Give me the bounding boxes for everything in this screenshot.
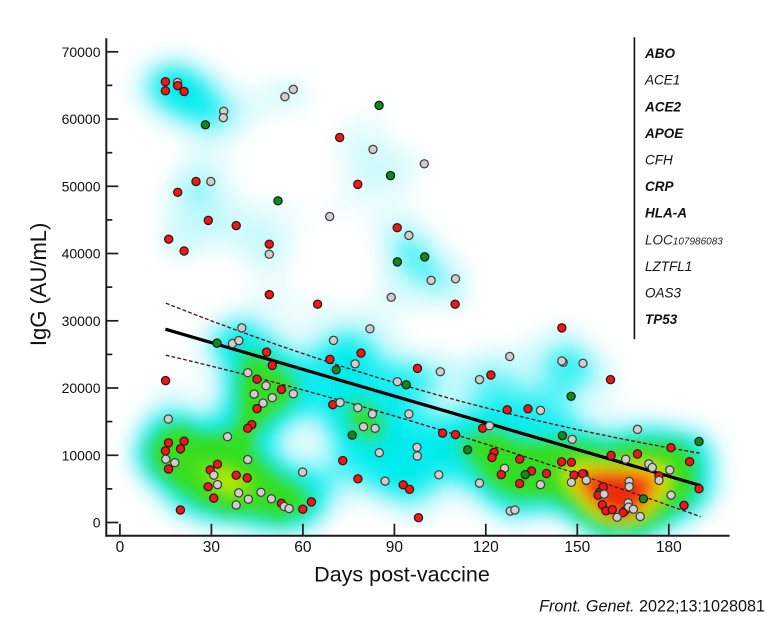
svg-text:20000: 20000 (62, 380, 101, 396)
svg-text:120: 120 (473, 539, 499, 556)
svg-text:180: 180 (656, 539, 682, 556)
svg-text:50000: 50000 (62, 178, 101, 194)
svg-text:Days post-vaccine: Days post-vaccine (314, 563, 490, 587)
svg-text:70000: 70000 (62, 44, 101, 60)
svg-text:HLA-A: HLA-A (645, 206, 687, 221)
svg-text:10000: 10000 (62, 447, 101, 463)
svg-text:ABO: ABO (644, 46, 675, 61)
svg-text:150: 150 (564, 539, 590, 556)
svg-text:ACE2: ACE2 (644, 99, 682, 114)
svg-text:CRP: CRP (645, 179, 674, 194)
svg-text:TP53: TP53 (645, 312, 678, 327)
svg-text:30: 30 (203, 539, 221, 556)
svg-text:90: 90 (386, 539, 404, 556)
svg-text:ACE1: ACE1 (644, 73, 680, 88)
svg-text:LZTFL1: LZTFL1 (645, 259, 692, 274)
svg-text:30000: 30000 (62, 313, 101, 329)
svg-text:IgG (AU/mL): IgG (AU/mL) (26, 223, 51, 346)
svg-text:Front. Genet. 2022;13:1028081: Front. Genet. 2022;13:1028081 (539, 598, 765, 616)
svg-text:60: 60 (294, 539, 312, 556)
svg-text:40000: 40000 (62, 246, 101, 262)
svg-text:0: 0 (116, 539, 125, 556)
svg-text:LOC107986083: LOC107986083 (645, 232, 723, 247)
svg-text:0: 0 (93, 515, 101, 531)
svg-text:CFH: CFH (645, 152, 673, 167)
svg-text:OAS3: OAS3 (645, 285, 682, 300)
svg-text:60000: 60000 (62, 111, 101, 127)
svg-text:APOE: APOE (644, 126, 684, 141)
